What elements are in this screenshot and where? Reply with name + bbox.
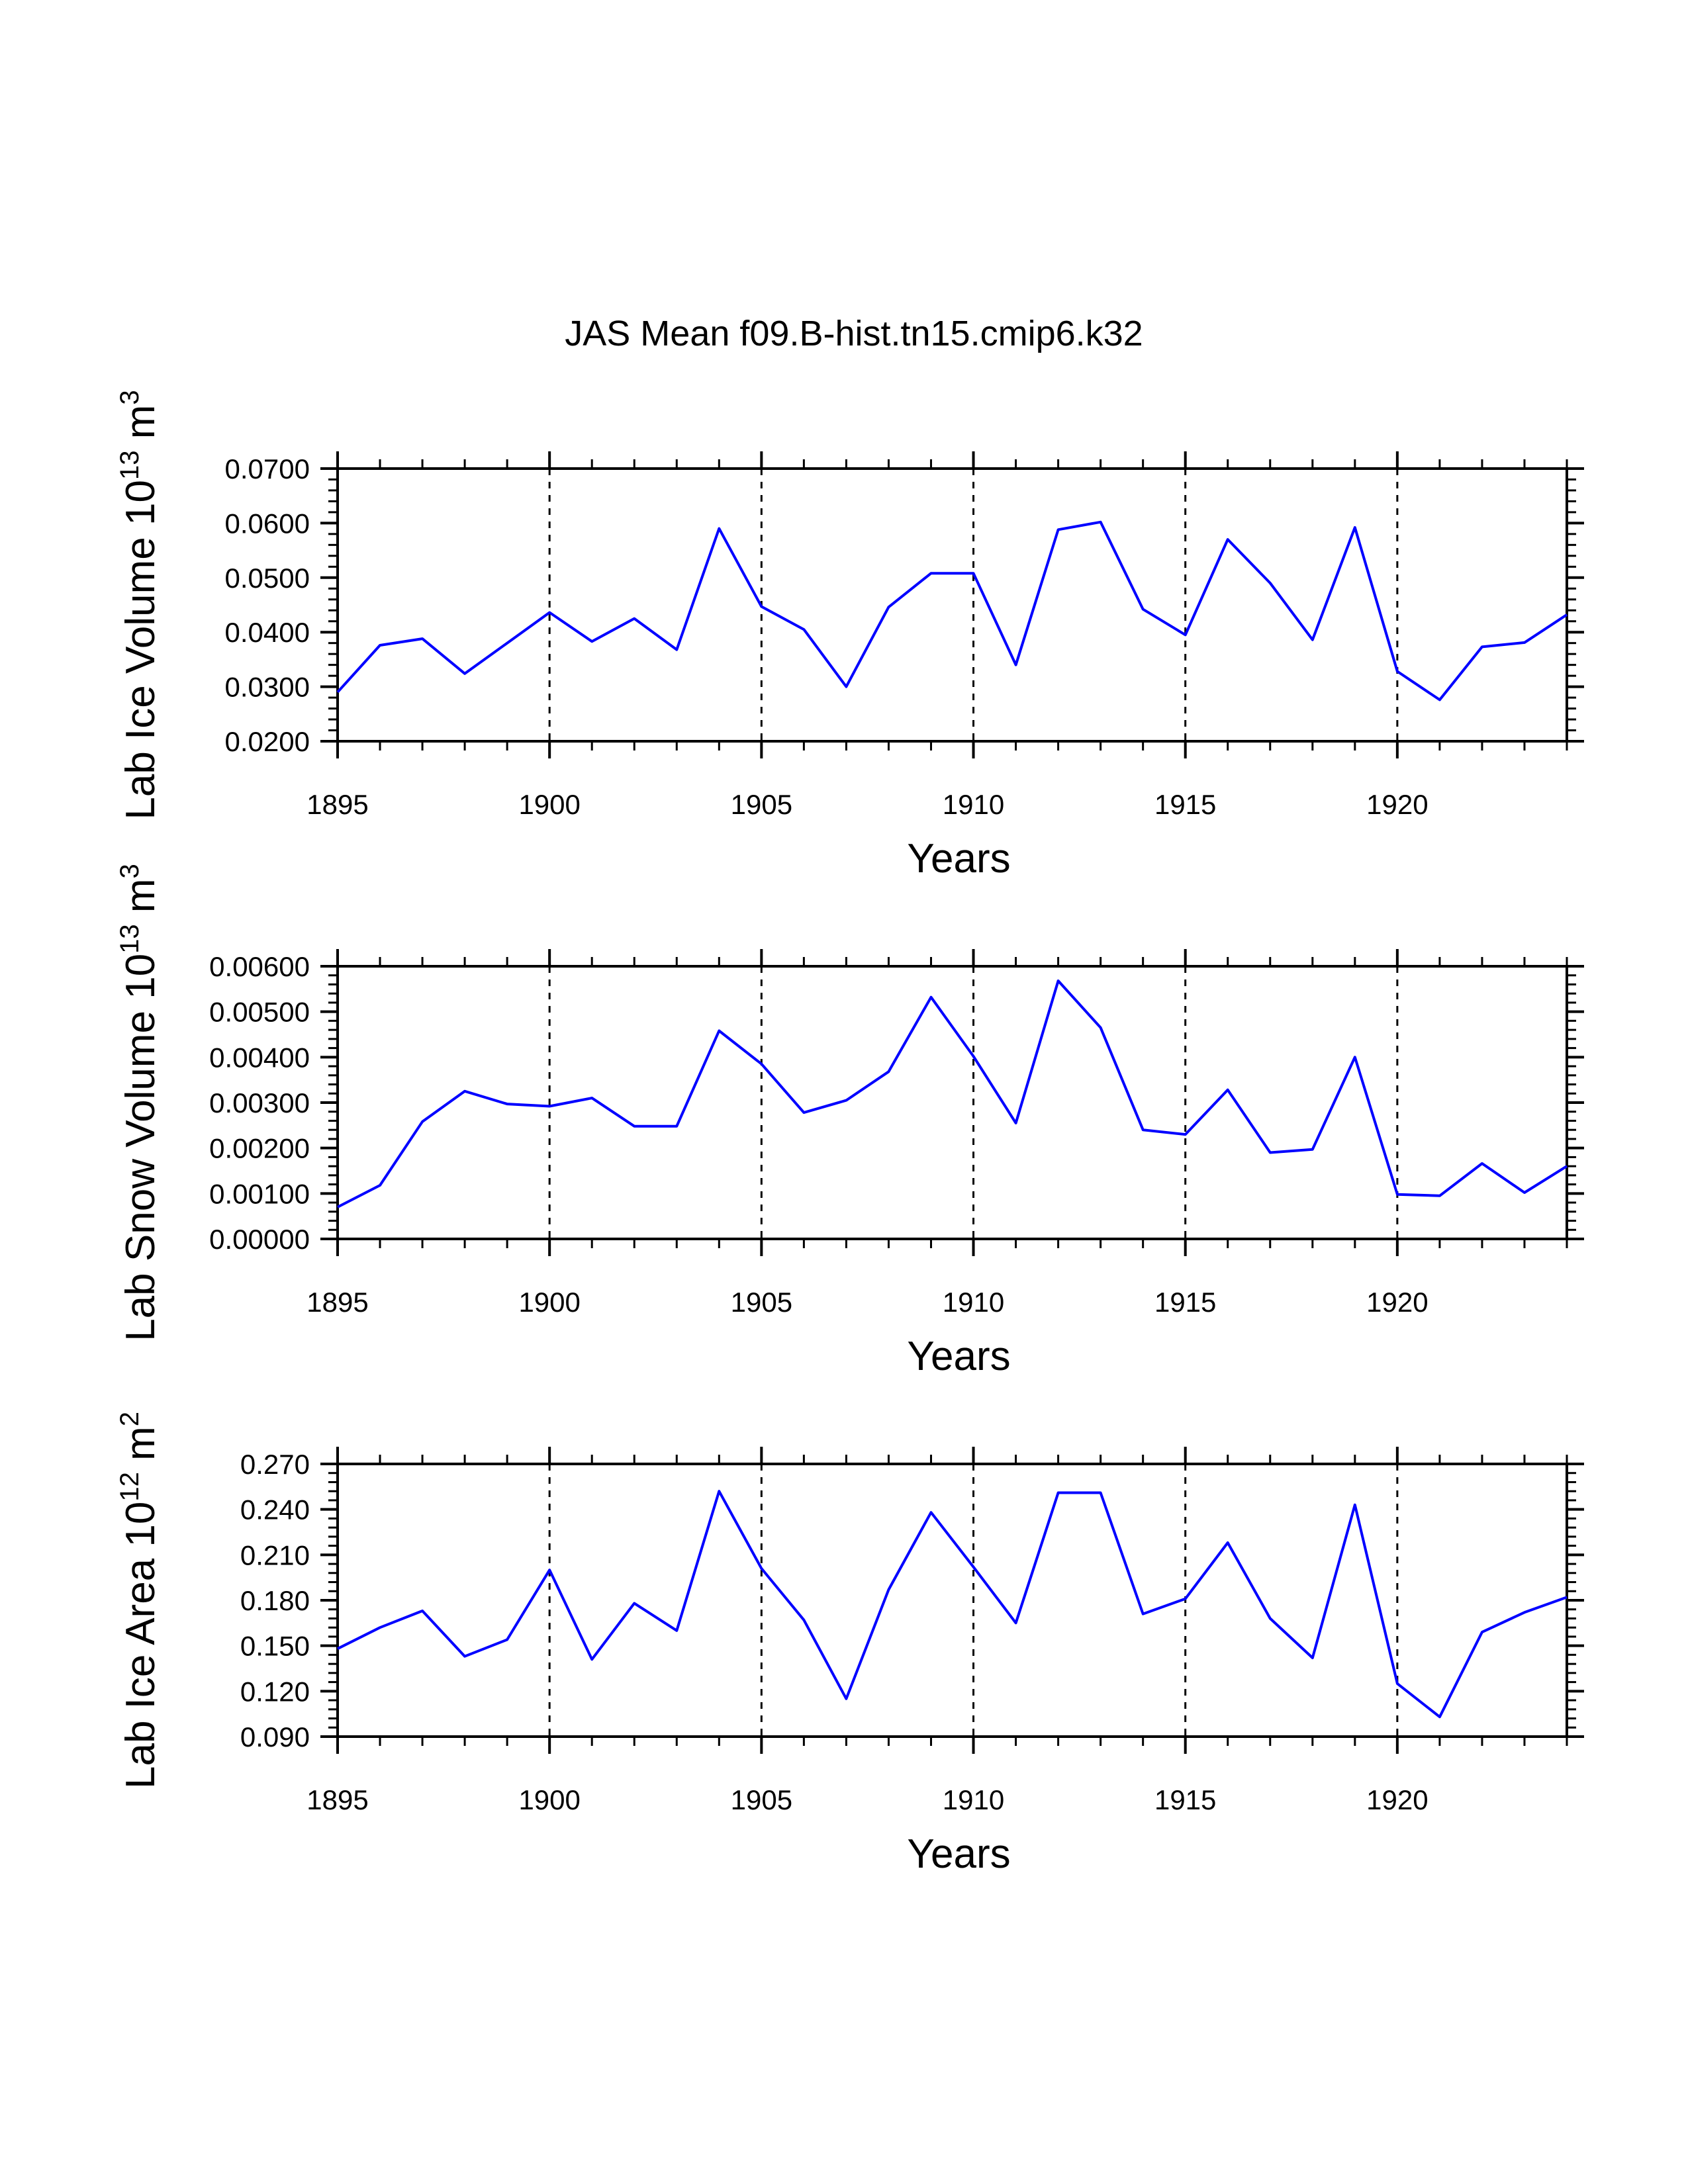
x-tick-label: 1905 [731, 1784, 792, 1815]
y-axis-title-main: Lab Ice Volume 10 [118, 480, 164, 820]
x-tick-label: 1895 [306, 1287, 368, 1318]
y-tick-label: 0.0200 [225, 726, 310, 757]
y-axis-title: Lab Snow Volume 1013 m3 [115, 864, 164, 1342]
y-axis-title-unit-exponent: 2 [115, 1412, 144, 1426]
y-tick-label: 0.00400 [209, 1042, 310, 1073]
y-axis-title-unit: m [118, 405, 164, 451]
y-tick-label: 0.00300 [209, 1087, 310, 1118]
plot-frame [336, 1463, 1568, 1738]
panel-1: 1895 1900 1905 1910 1915 1920 0.0200 0.0300 0.04… [115, 390, 1584, 882]
y-tick-label: 0.270 [240, 1449, 310, 1480]
x-tick-label: 1895 [306, 1784, 368, 1815]
x-tick-label: 1895 [306, 789, 368, 820]
x-tick-label: 1905 [731, 789, 792, 820]
x-tick-label: 1910 [943, 1784, 1004, 1815]
y-axis-title-unit: m [118, 1426, 164, 1472]
y-axis-title: Lab Ice Volume 1013 m3 [115, 390, 164, 819]
y-axis-title-main: Lab Ice Area 10 [118, 1502, 164, 1789]
series-line [336, 520, 1568, 702]
x-tick-label: 1915 [1154, 1287, 1216, 1318]
chart-title: JAS Mean f09.B-hist.tn15.cmip6.k32 [565, 314, 1143, 353]
plot-frame [336, 467, 1568, 743]
y-tick-label: 0.00000 [209, 1224, 310, 1255]
y-axis-title-exponent: 12 [115, 1472, 144, 1502]
y-axis-title: Lab Ice Area 1012 m2 [115, 1412, 164, 1789]
y-tick-label: 0.00500 [209, 997, 310, 1028]
y-tick-label: 0.090 [240, 1721, 310, 1752]
y-tick-label: 0.0400 [225, 617, 310, 648]
y-tick-label: 0.00200 [209, 1133, 310, 1164]
x-tick-label: 1900 [518, 1287, 580, 1318]
x-tick-label: 1900 [518, 789, 580, 820]
y-tick-label: 0.0700 [225, 453, 310, 484]
y-axis-title-exponent: 13 [115, 451, 144, 480]
y-tick-label: 0.00600 [209, 951, 310, 982]
y-tick-label: 0.180 [240, 1585, 310, 1616]
x-tick-label: 1900 [518, 1784, 580, 1815]
x-axis-title: Years [907, 1831, 1010, 1877]
y-tick-label: 0.0600 [225, 508, 310, 539]
x-axis-title: Years [907, 836, 1010, 882]
series-line [337, 1490, 1568, 1719]
x-tick-label: 1920 [1366, 1287, 1428, 1318]
y-axis-title-unit-exponent: 3 [115, 390, 144, 404]
x-tick-label: 1910 [943, 1287, 1004, 1318]
y-tick-label: 0.120 [240, 1676, 310, 1707]
plot-frame [336, 965, 1568, 1240]
y-tick-label: 0.0300 [225, 672, 310, 703]
y-tick-label: 0.240 [240, 1494, 310, 1525]
x-axis-title: Years [907, 1334, 1010, 1379]
x-tick-label: 1920 [1366, 789, 1428, 820]
panel-3: 1895 1900 1905 1910 1915 1920 0.090 0.120 0.150 0… [115, 1412, 1584, 1877]
y-axis-title-unit: m [118, 878, 164, 924]
series-line [337, 979, 1568, 1208]
x-tick-label: 1915 [1154, 1784, 1216, 1815]
y-axis-title-exponent: 13 [115, 924, 144, 954]
y-axis-title-unit-exponent: 3 [115, 864, 144, 878]
y-tick-label: 0.00100 [209, 1178, 310, 1209]
y-tick-label: 0.210 [240, 1539, 310, 1570]
y-tick-label: 0.150 [240, 1631, 310, 1662]
y-axis-title-main: Lab Snow Volume 10 [118, 954, 164, 1342]
x-tick-label: 1905 [731, 1287, 792, 1318]
x-tick-label: 1910 [943, 789, 1004, 820]
x-tick-label: 1920 [1366, 1784, 1428, 1815]
x-tick-label: 1915 [1154, 789, 1216, 820]
y-tick-label: 0.0500 [225, 563, 310, 594]
panel-2: 1895 1900 1905 1910 1915 1920 0.00000 0.00100 0.… [115, 864, 1584, 1379]
